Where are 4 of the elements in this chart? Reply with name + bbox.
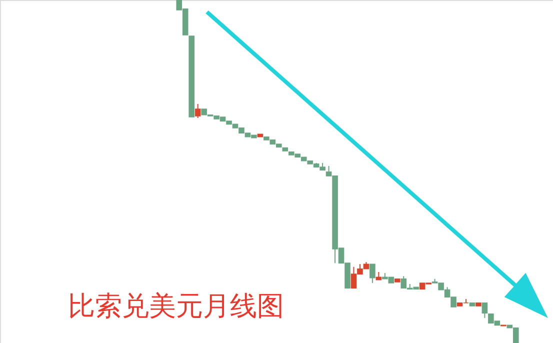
text: 比索兑美元月线图: [68, 291, 284, 322]
candlestick: [194, 103, 201, 118]
candlestick: [370, 264, 376, 284]
candlestick: [482, 302, 488, 318]
